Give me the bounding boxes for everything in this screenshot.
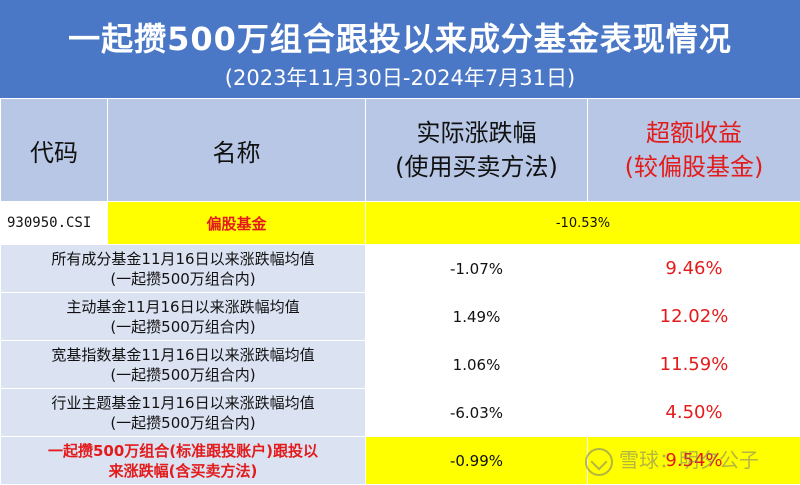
table-row: 主动基金11月16日以来涨跌幅均值 (一起攒500万组合内) 1.49% 12.… bbox=[1, 293, 800, 341]
row-actual: 1.06% bbox=[366, 341, 588, 389]
row-label: 主动基金11月16日以来涨跌幅均值 (一起攒500万组合内) bbox=[1, 293, 366, 341]
header-actual-line2: (使用买卖方法) bbox=[366, 150, 587, 184]
header-code: 代码 bbox=[1, 99, 108, 202]
row-label-line2: (一起攒500万组合内) bbox=[1, 269, 365, 289]
portfolio-label: 一起攒500万组合(标准跟投账户)跟投以 来涨跌幅(含买卖方法) bbox=[1, 437, 366, 485]
row-label: 宽基指数基金11月16日以来涨跌幅均值 (一起攒500万组合内) bbox=[1, 341, 366, 389]
table-row: 宽基指数基金11月16日以来涨跌幅均值 (一起攒500万组合内) 1.06% 1… bbox=[1, 341, 800, 389]
portfolio-label-line2: 来涨跌幅(含买卖方法) bbox=[1, 461, 365, 481]
row-actual: -1.07% bbox=[366, 245, 588, 293]
row-label-line2: (一起攒500万组合内) bbox=[1, 317, 365, 337]
table-row: 行业主题基金11月16日以来涨跌幅均值 (一起攒500万组合内) -6.03% … bbox=[1, 389, 800, 437]
header-excess-line1: 超额收益 bbox=[588, 116, 800, 150]
row-label: 行业主题基金11月16日以来涨跌幅均值 (一起攒500万组合内) bbox=[1, 389, 366, 437]
row-label: 所有成分基金11月16日以来涨跌幅均值 (一起攒500万组合内) bbox=[1, 245, 366, 293]
row-label-line1: 主动基金11月16日以来涨跌幅均值 bbox=[1, 297, 365, 317]
header-row: 代码 名称 实际涨跌幅 (使用买卖方法) 超额收益 (较偏股基金) bbox=[1, 99, 800, 202]
row-label-line1: 所有成分基金11月16日以来涨跌幅均值 bbox=[1, 249, 365, 269]
header-excess-line2: (较偏股基金) bbox=[588, 150, 800, 184]
table-row: 所有成分基金11月16日以来涨跌幅均值 (一起攒500万组合内) -1.07% … bbox=[1, 245, 800, 293]
portfolio-label-line1: 一起攒500万组合(标准跟投账户)跟投以 bbox=[1, 441, 365, 461]
portfolio-actual: -0.99% bbox=[366, 437, 588, 485]
row-excess: 11.59% bbox=[588, 341, 800, 389]
header-name: 名称 bbox=[108, 99, 366, 202]
row-actual: -6.03% bbox=[366, 389, 588, 437]
page-title: 一起攒500万组合跟投以来成分基金表现情况 bbox=[0, 14, 800, 60]
header-actual: 实际涨跌幅 (使用买卖方法) bbox=[366, 99, 588, 202]
row-excess: 4.50% bbox=[588, 389, 800, 437]
header-excess: 超额收益 (较偏股基金) bbox=[588, 99, 800, 202]
row-label-line2: (一起攒500万组合内) bbox=[1, 413, 365, 433]
row-label-line1: 行业主题基金11月16日以来涨跌幅均值 bbox=[1, 393, 365, 413]
row-excess: 9.46% bbox=[588, 245, 800, 293]
benchmark-code: 930950.CSI bbox=[1, 202, 108, 245]
title-bar: 一起攒500万组合跟投以来成分基金表现情况 (2023年11月30日-2024年… bbox=[0, 0, 800, 98]
header-actual-line1: 实际涨跌幅 bbox=[366, 116, 587, 150]
snowball-logo-icon bbox=[585, 448, 613, 476]
performance-table: 代码 名称 实际涨跌幅 (使用买卖方法) 超额收益 (较偏股基金) 930950… bbox=[0, 98, 800, 485]
date-range-subtitle: (2023年11月30日-2024年7月31日) bbox=[0, 62, 800, 92]
benchmark-row: 930950.CSI 偏股基金 -10.53% bbox=[1, 202, 800, 245]
row-label-line1: 宽基指数基金11月16日以来涨跌幅均值 bbox=[1, 345, 365, 365]
benchmark-value: -10.53% bbox=[366, 202, 800, 245]
row-actual: 1.49% bbox=[366, 293, 588, 341]
row-excess: 12.02% bbox=[588, 293, 800, 341]
row-label-line2: (一起攒500万组合内) bbox=[1, 365, 365, 385]
benchmark-name: 偏股基金 bbox=[108, 202, 366, 245]
watermark: 雪球：明夕公子 bbox=[585, 444, 759, 476]
watermark-text: 雪球：明夕公子 bbox=[619, 448, 759, 472]
